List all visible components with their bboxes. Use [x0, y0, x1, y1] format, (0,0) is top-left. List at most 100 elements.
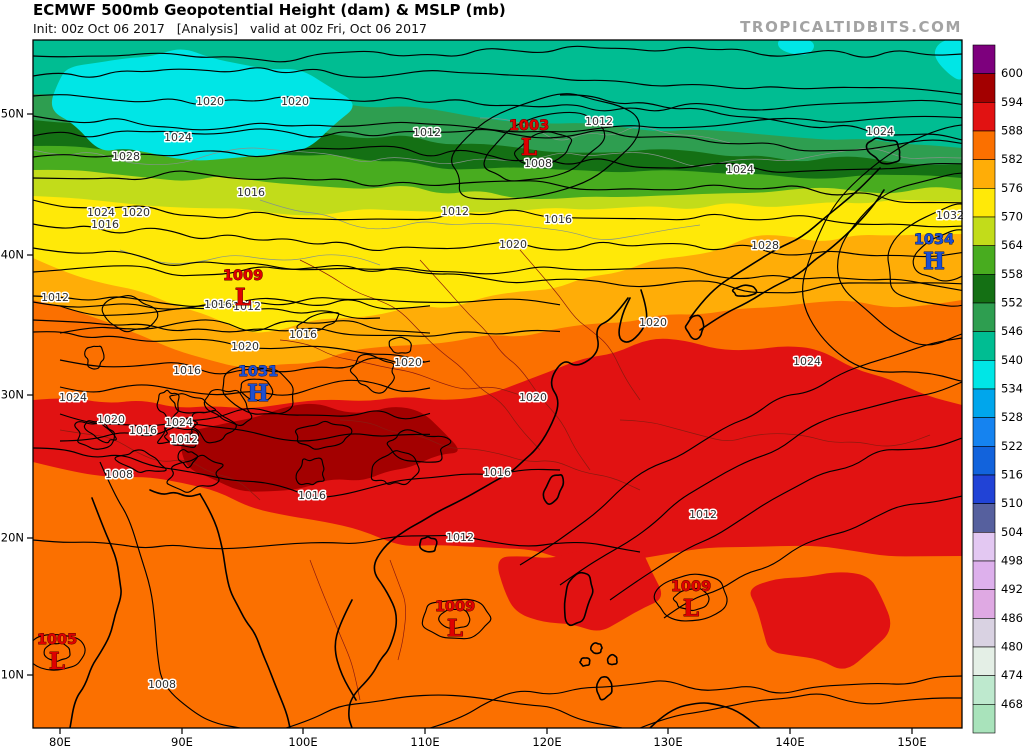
- contour-lines-layer: [33, 45, 962, 728]
- isobar-loop: [887, 203, 962, 307]
- isobar-loop: [240, 378, 274, 402]
- x-tick-label: 90E: [171, 735, 193, 749]
- colorbar-cell: [972, 446, 996, 476]
- pressure-value: 1009: [435, 599, 475, 615]
- colorbar-tick-label: 534: [1001, 382, 1023, 396]
- contour-label: 1020: [122, 206, 150, 219]
- colorbar-tick-label: 594: [1001, 95, 1023, 109]
- isobar-loop: [349, 353, 395, 394]
- contour-label: 1024: [726, 163, 754, 176]
- contour-label: 1028: [112, 150, 140, 163]
- pressure-letter: H: [923, 248, 945, 275]
- isobar-loop: [166, 454, 224, 493]
- isobar-loop: [114, 449, 167, 473]
- isobar-loop: [74, 421, 116, 450]
- isobar: [33, 94, 962, 112]
- isobar-loop: [837, 172, 962, 346]
- isobar: [33, 67, 962, 95]
- isobar-loop: [164, 426, 200, 448]
- admin-border: [419, 259, 591, 471]
- colorbar-cell: [972, 560, 996, 590]
- y-tick-label: 30N: [1, 388, 24, 402]
- isobar-loop: [101, 295, 159, 333]
- island: [731, 284, 758, 297]
- colorbar-tick-label: 516: [1001, 468, 1023, 482]
- colorbar-tick-label: 486: [1001, 611, 1023, 625]
- contour-label: 1012: [233, 300, 261, 313]
- colorbar-tick-label: 564: [1001, 238, 1023, 252]
- island: [606, 653, 618, 666]
- colorbar-cell: [972, 503, 996, 533]
- y-axis: 50N 40N 30N 20N 10N: [1, 107, 33, 682]
- isobar: [59, 423, 431, 442]
- isobar: [59, 297, 431, 316]
- isobar-loop: [388, 336, 412, 354]
- coastline: [149, 489, 201, 498]
- pressure-value: 1009: [223, 268, 263, 284]
- isobar: [33, 265, 962, 291]
- admin-border: [339, 419, 641, 491]
- colorbar-cell: [972, 130, 996, 160]
- isobar-loop: [672, 587, 710, 612]
- contour-label: 1032: [936, 209, 964, 222]
- pressure-letter: L: [683, 595, 699, 622]
- y-tick-label: 20N: [1, 531, 24, 545]
- contour-label: 1020: [97, 413, 125, 426]
- contour-label: 1024: [87, 206, 115, 219]
- colorbar-cell: [972, 532, 996, 562]
- colorbar-cell: [972, 589, 996, 619]
- colorbar-tick-label: 528: [1001, 410, 1023, 424]
- admin-border: [59, 429, 261, 501]
- isobar-loop: [43, 642, 71, 662]
- y-tick-label: 10N: [1, 668, 24, 682]
- isobar-loop: [157, 416, 198, 445]
- isobar-loop: [451, 93, 640, 200]
- coastlines-layer: [69, 137, 901, 728]
- island: [542, 474, 565, 506]
- colorbar-cell: [972, 646, 996, 676]
- pressure-value: 1003: [509, 118, 549, 134]
- isobar: [559, 381, 962, 586]
- colorbar: 600 594 588 582 576 570 564 558 552 546 540 534 528 5…: [972, 44, 1023, 734]
- colorbar-cell: [972, 102, 996, 132]
- isobar: [33, 534, 641, 553]
- coastline: [334, 599, 357, 701]
- isobar-loop: [177, 449, 199, 469]
- x-tick-label: 150E: [897, 735, 926, 749]
- colorbar-cell: [972, 704, 996, 734]
- island: [865, 137, 901, 165]
- contour-label: 1016: [544, 213, 572, 226]
- contour-label: 1012: [41, 291, 69, 304]
- island: [595, 676, 613, 701]
- height-blob: [934, 40, 962, 80]
- contour-label: 1024: [59, 391, 87, 404]
- contour-label: 1016: [237, 186, 265, 199]
- colorbar-tick-label: 468: [1001, 697, 1023, 711]
- colorbar-tick-label: 552: [1001, 296, 1023, 310]
- chart-title: ECMWF 500mb Geopotential Height (dam) & …: [33, 1, 506, 19]
- isobar-loop: [653, 573, 728, 622]
- contour-label: 1020: [499, 238, 527, 251]
- isobar-loop: [203, 389, 253, 427]
- isobar-loop: [83, 420, 117, 444]
- isobar: [33, 170, 962, 204]
- isobar-loop: [421, 598, 492, 640]
- coastline: [199, 493, 291, 728]
- contour-label: 1016: [173, 364, 201, 377]
- colorbar-tick-label: 498: [1001, 554, 1023, 568]
- pressure-letter: L: [521, 134, 537, 161]
- contour-label: 1012: [170, 433, 198, 446]
- isobar: [99, 461, 241, 728]
- isobar: [33, 447, 561, 498]
- colorbar-tick-label: 570: [1001, 210, 1023, 224]
- colorbar-tick-label: 540: [1001, 353, 1023, 367]
- colorbar-cell: [972, 274, 996, 304]
- contour-label: 1024: [164, 131, 192, 144]
- island: [563, 571, 594, 627]
